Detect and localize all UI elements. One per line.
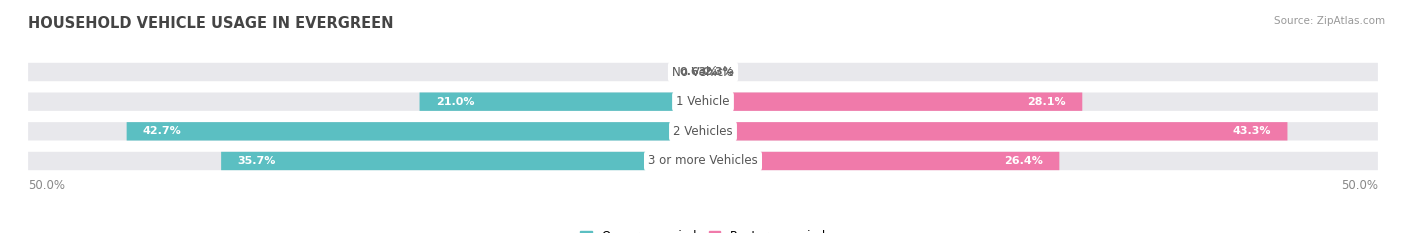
FancyBboxPatch shape (703, 93, 1083, 111)
FancyBboxPatch shape (28, 63, 1378, 81)
FancyBboxPatch shape (703, 122, 1288, 140)
Text: 28.1%: 28.1% (1028, 97, 1066, 107)
FancyBboxPatch shape (28, 152, 1378, 170)
Text: 3 or more Vehicles: 3 or more Vehicles (648, 154, 758, 168)
FancyBboxPatch shape (221, 152, 703, 170)
Text: 35.7%: 35.7% (238, 156, 276, 166)
FancyBboxPatch shape (703, 63, 734, 81)
Text: 21.0%: 21.0% (436, 97, 474, 107)
Text: 42.7%: 42.7% (143, 126, 181, 136)
Text: 50.0%: 50.0% (28, 179, 65, 192)
Text: 26.4%: 26.4% (1004, 156, 1043, 166)
FancyBboxPatch shape (703, 152, 1059, 170)
Text: Source: ZipAtlas.com: Source: ZipAtlas.com (1274, 16, 1385, 26)
Text: No Vehicle: No Vehicle (672, 65, 734, 79)
Text: 2 Vehicles: 2 Vehicles (673, 125, 733, 138)
FancyBboxPatch shape (419, 93, 703, 111)
Text: 1 Vehicle: 1 Vehicle (676, 95, 730, 108)
Text: 50.0%: 50.0% (1341, 179, 1378, 192)
Text: 0.63%: 0.63% (679, 67, 718, 77)
Text: HOUSEHOLD VEHICLE USAGE IN EVERGREEN: HOUSEHOLD VEHICLE USAGE IN EVERGREEN (28, 16, 394, 31)
Legend: Owner-occupied, Renter-occupied: Owner-occupied, Renter-occupied (575, 225, 831, 233)
FancyBboxPatch shape (127, 122, 703, 140)
Text: 2.3%: 2.3% (703, 67, 734, 77)
FancyBboxPatch shape (695, 63, 703, 81)
FancyBboxPatch shape (28, 93, 1378, 111)
Text: 43.3%: 43.3% (1233, 126, 1271, 136)
FancyBboxPatch shape (28, 122, 1378, 140)
